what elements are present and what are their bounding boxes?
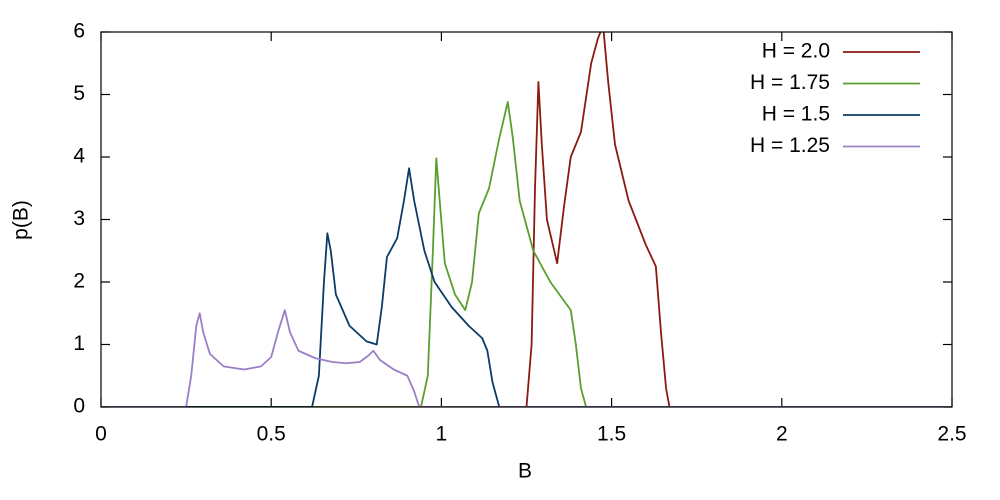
x-tick-label: 2 — [776, 423, 788, 446]
y-tick-label: 3 — [73, 207, 85, 230]
legend-label: H = 1.75 — [750, 71, 830, 94]
y-tick-label: 1 — [73, 332, 85, 355]
legend-label: H = 2.0 — [762, 40, 830, 63]
plot-frame — [100, 31, 953, 408]
x-tick-label: 1.5 — [597, 423, 626, 446]
data-line — [101, 101, 952, 407]
x-axis-label: B — [518, 460, 532, 483]
x-tick-label: 2.5 — [937, 423, 966, 446]
y-axis-label: p(B) — [10, 200, 33, 240]
data-line — [101, 167, 952, 407]
y-tick-label: 5 — [73, 82, 85, 105]
y-tick-label: 2 — [73, 270, 85, 293]
x-tick-label: 0 — [95, 423, 107, 446]
legend-label: H = 1.5 — [762, 103, 830, 126]
y-tick-label: 4 — [73, 145, 85, 168]
data-line — [101, 309, 952, 407]
x-tick-label: 1 — [436, 423, 448, 446]
data-line — [101, 32, 952, 407]
x-tick-label: 0.5 — [257, 423, 286, 446]
y-tick-label: 6 — [73, 20, 85, 43]
y-tick-label: 0 — [73, 395, 85, 418]
legend-label: H = 1.25 — [750, 134, 830, 157]
